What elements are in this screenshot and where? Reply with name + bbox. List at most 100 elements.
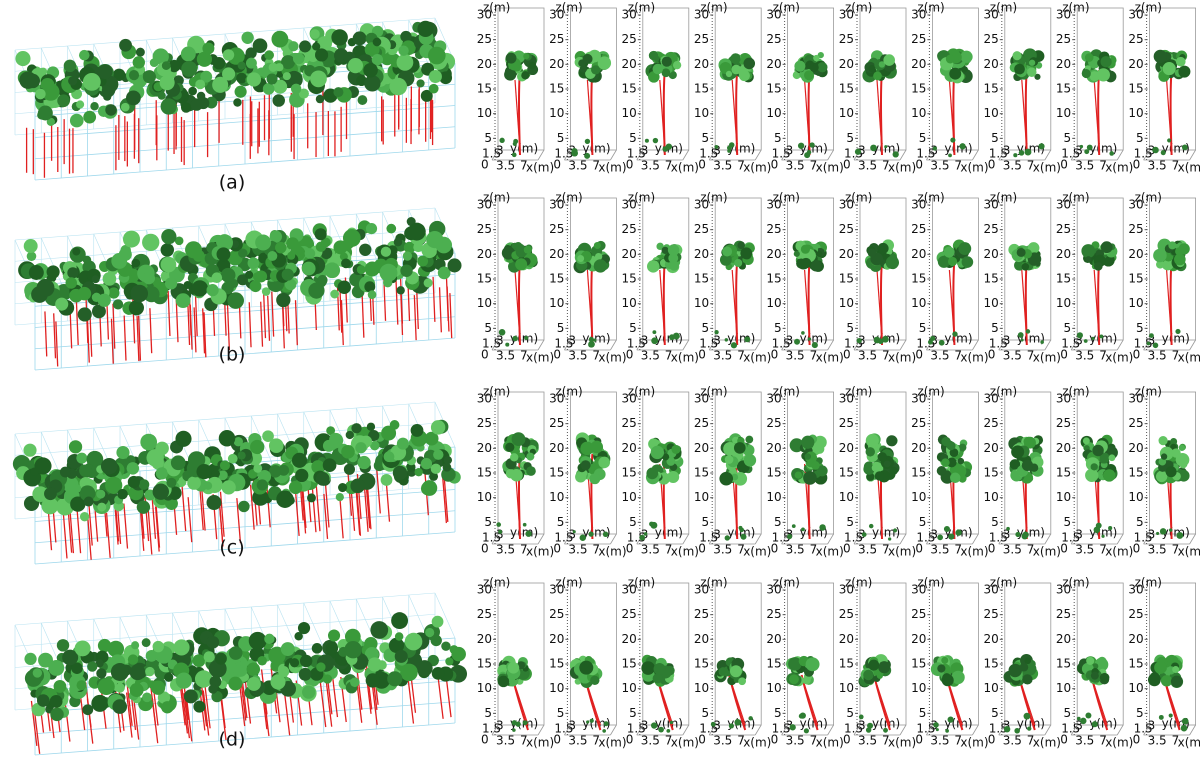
x-tick-label: 7 bbox=[810, 349, 818, 363]
z-tick-label: 0 bbox=[771, 733, 779, 747]
leaf bbox=[865, 433, 879, 448]
z-tick-label: 10 bbox=[1128, 106, 1143, 120]
leaf bbox=[1024, 657, 1032, 665]
z-tick-label: 0 bbox=[771, 542, 779, 556]
z-tick-label: 30 bbox=[694, 583, 709, 597]
leaf bbox=[315, 94, 325, 104]
leaf bbox=[652, 673, 663, 684]
leaf bbox=[867, 248, 877, 258]
leaf bbox=[196, 91, 206, 101]
z-tick-label: 10 bbox=[694, 681, 709, 695]
leaf bbox=[941, 656, 949, 664]
z-tick-label: 15 bbox=[1128, 466, 1143, 480]
leaf bbox=[44, 487, 57, 501]
x-tick-label: 7 bbox=[810, 734, 818, 748]
z-axis-label: z(m) bbox=[845, 576, 872, 590]
panel-box bbox=[1076, 582, 1124, 726]
leaf bbox=[386, 223, 397, 234]
panel-box bbox=[682, 339, 690, 351]
leaf bbox=[341, 258, 351, 269]
leaf bbox=[387, 671, 403, 687]
z-tick-label: 15 bbox=[1056, 466, 1071, 480]
leaf bbox=[128, 300, 144, 316]
z-tick-label: 25 bbox=[694, 416, 709, 430]
leaf bbox=[1076, 716, 1081, 721]
leaf bbox=[398, 45, 409, 56]
z-tick-label: 15 bbox=[839, 272, 854, 286]
leaf bbox=[110, 663, 129, 681]
leaf bbox=[854, 148, 862, 155]
z-tick-label: 25 bbox=[549, 222, 564, 236]
leaf bbox=[439, 71, 453, 85]
leaf bbox=[1147, 673, 1161, 687]
panel-box bbox=[998, 339, 1006, 351]
leaf bbox=[571, 148, 578, 155]
z-tick-label: 15 bbox=[477, 657, 492, 671]
z-tick-label: 30 bbox=[839, 198, 854, 212]
leaf bbox=[878, 661, 891, 674]
leaf bbox=[159, 75, 175, 91]
panel-box bbox=[972, 533, 979, 545]
leaf bbox=[43, 84, 52, 93]
leaf bbox=[805, 657, 820, 672]
leaf bbox=[806, 150, 812, 155]
leaf bbox=[311, 643, 323, 654]
panel-box bbox=[642, 391, 690, 535]
leaf bbox=[738, 677, 746, 686]
leaf bbox=[222, 67, 236, 81]
panel-box bbox=[1116, 339, 1124, 351]
leaf bbox=[1006, 526, 1010, 531]
trunk bbox=[219, 491, 225, 537]
leaf bbox=[801, 527, 805, 532]
z-tick-label: 20 bbox=[911, 441, 926, 455]
leaf bbox=[1015, 531, 1021, 538]
z-tick-label: 25 bbox=[766, 32, 781, 46]
leaf bbox=[1162, 62, 1176, 76]
x-tick-label: 3.5 bbox=[713, 543, 732, 557]
z-axis-label: z(m) bbox=[628, 385, 655, 399]
y-tick-label: 3 bbox=[1003, 528, 1011, 542]
leaf bbox=[34, 457, 52, 475]
panel-box bbox=[1076, 391, 1124, 535]
panel-box bbox=[1070, 339, 1078, 351]
leaf bbox=[59, 466, 71, 478]
leaf bbox=[228, 646, 243, 660]
x-tick-label: 7 bbox=[810, 159, 818, 173]
leaf bbox=[337, 280, 351, 295]
x-axis-label: x(m) bbox=[1033, 545, 1061, 559]
leaf bbox=[1176, 531, 1184, 539]
leaf bbox=[430, 634, 442, 647]
x-axis-label: x(m) bbox=[1033, 161, 1061, 175]
leaf bbox=[345, 430, 354, 440]
leaf bbox=[889, 466, 898, 475]
y-axis-label: y(m) bbox=[510, 142, 538, 156]
x-tick-label: 3.5 bbox=[786, 543, 805, 557]
leaf bbox=[810, 259, 822, 272]
z-tick-label: 0 bbox=[915, 348, 923, 362]
panel-box bbox=[714, 391, 762, 535]
x-tick-label: 3.5 bbox=[496, 349, 515, 363]
leaf bbox=[811, 342, 818, 349]
leaf bbox=[1083, 339, 1088, 343]
leaf bbox=[238, 248, 248, 258]
trunk bbox=[324, 482, 330, 528]
leaf bbox=[930, 335, 936, 342]
leaf bbox=[883, 727, 888, 733]
y-tick-label: 1.5 bbox=[627, 722, 646, 736]
trunk bbox=[200, 485, 206, 531]
z-tick-label: 10 bbox=[911, 296, 926, 310]
leaf bbox=[420, 458, 433, 470]
leaf bbox=[661, 246, 669, 254]
z-tick-label: 0 bbox=[553, 733, 561, 747]
leaf bbox=[1100, 241, 1113, 254]
panel-box bbox=[491, 533, 499, 545]
leaf bbox=[658, 726, 664, 733]
panel-box bbox=[1189, 533, 1196, 545]
leaf bbox=[157, 691, 171, 704]
leaf bbox=[278, 665, 290, 678]
x-tick-label: 7 bbox=[882, 543, 890, 557]
leaf bbox=[234, 85, 247, 98]
x-axis-label: x(m) bbox=[743, 351, 771, 365]
leaf bbox=[15, 51, 31, 67]
leaf bbox=[740, 533, 747, 540]
